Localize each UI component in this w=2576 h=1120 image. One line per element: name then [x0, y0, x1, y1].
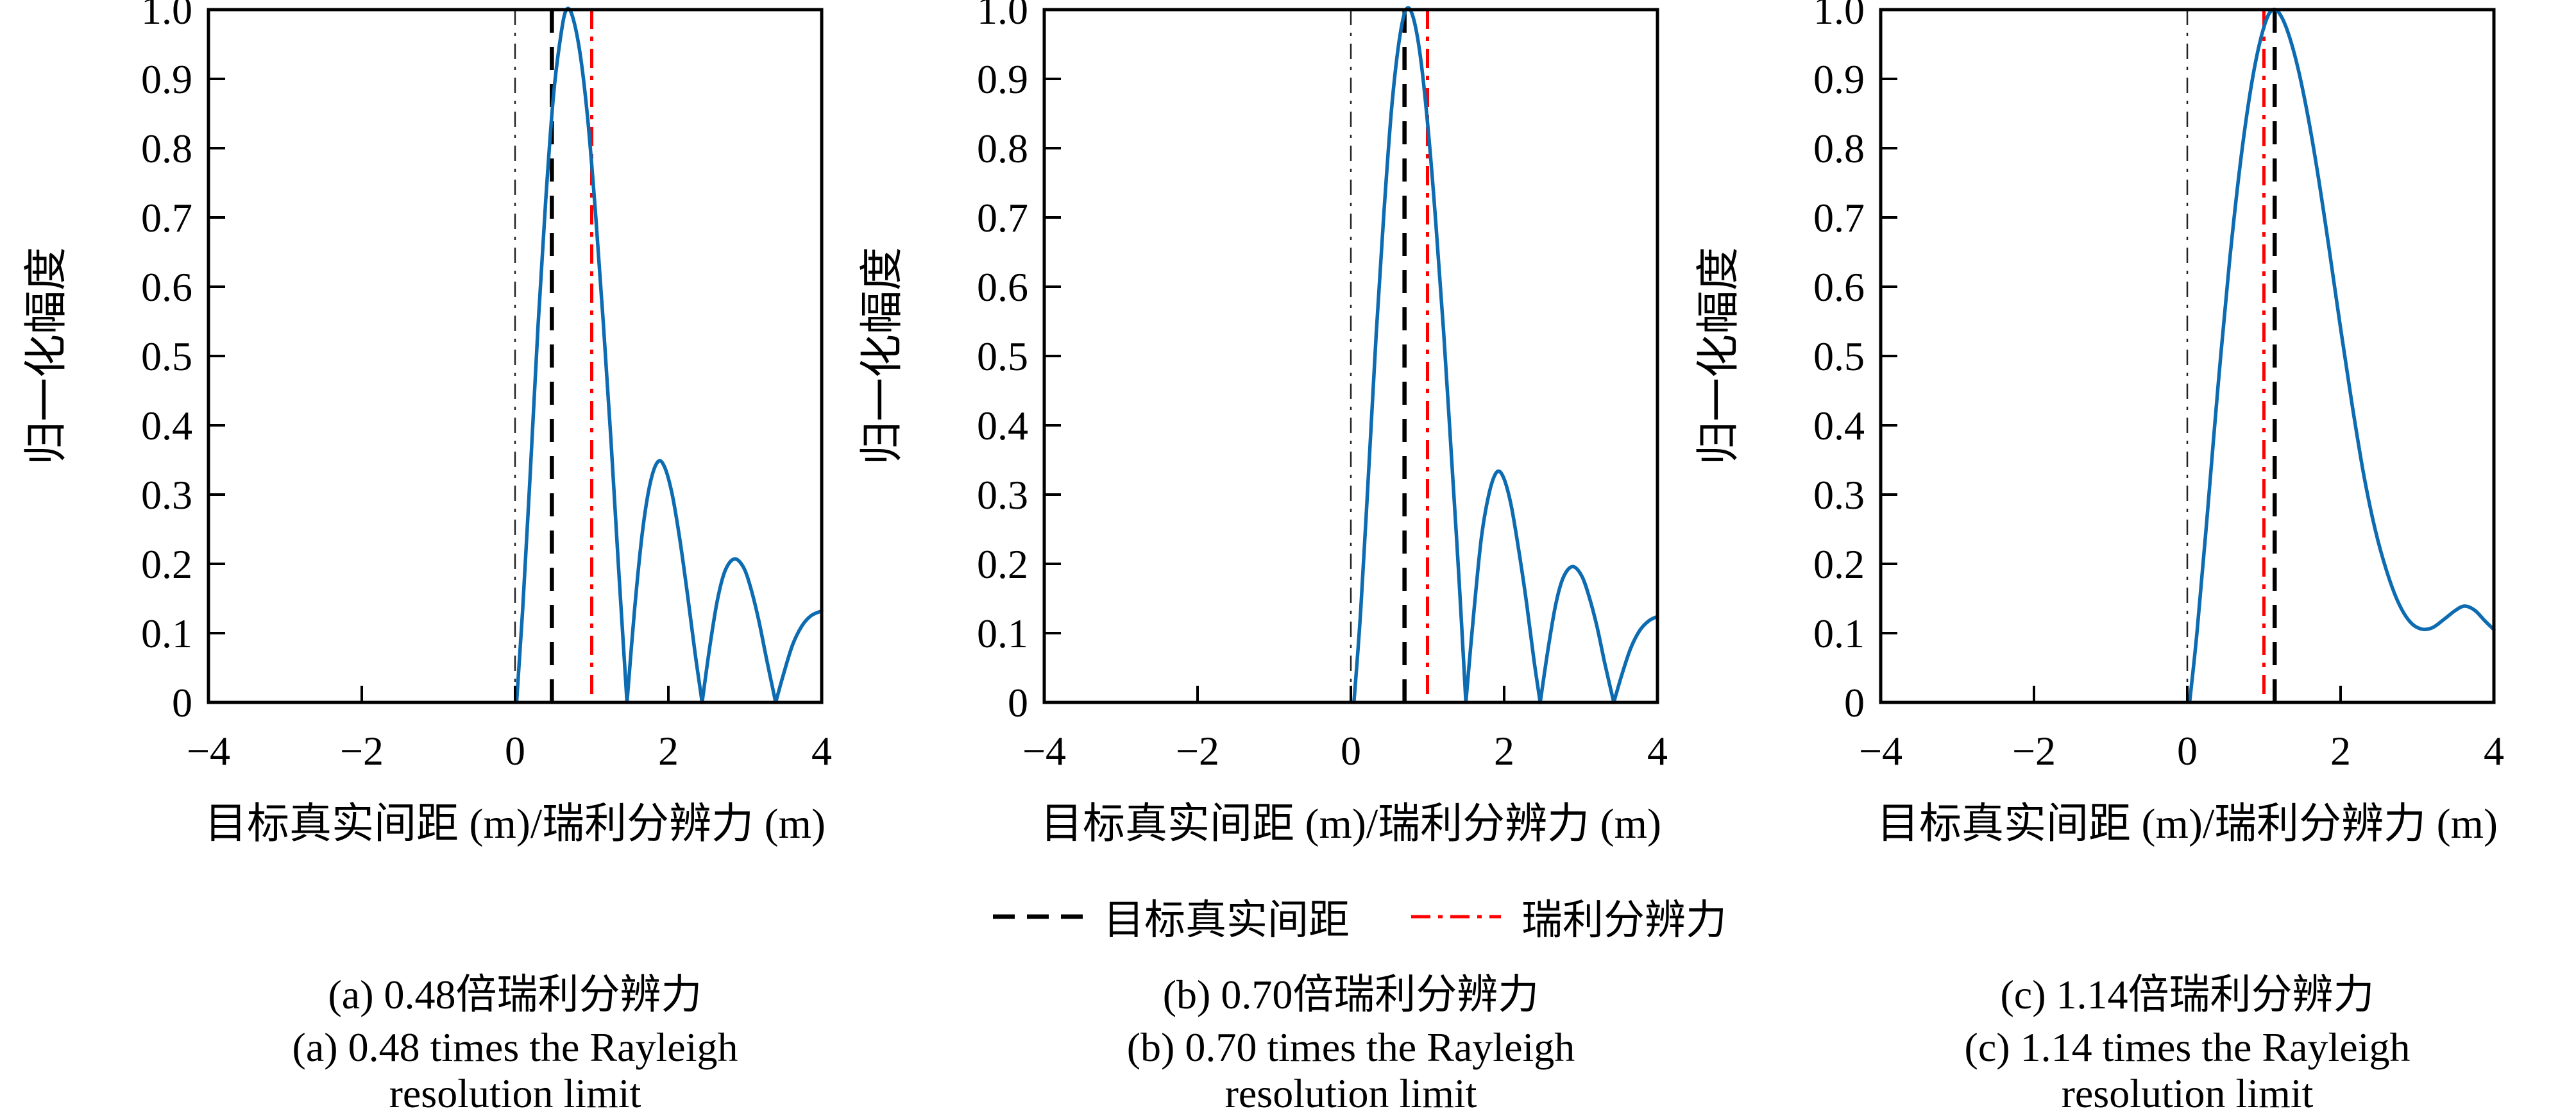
- y-tick-label: 0: [1008, 680, 1028, 725]
- y-tick-label: 1.0: [977, 0, 1028, 33]
- y-tick-label: 1.0: [141, 0, 192, 33]
- x-tick-label: 2: [2330, 728, 2351, 774]
- caption-zh: (c) 1.14倍瑞利分辨力: [2000, 972, 2374, 1017]
- y-tick-label: 0.2: [977, 541, 1028, 587]
- caption-en-line2: resolution limit: [389, 1071, 641, 1116]
- x-tick-label: 4: [1647, 728, 1668, 774]
- y-axis-label: 归一化幅度: [22, 247, 71, 465]
- x-axis-label: 目标真实间距 (m)/瑞利分辨力 (m): [1877, 801, 2498, 847]
- amplitude-curve: [700, 557, 778, 704]
- legend-item-target-spacing: 目标真实间距: [993, 887, 1350, 946]
- x-tick-label: 0: [1341, 728, 1361, 774]
- plot-c: 归一化幅度 目标真实间距 (m)/瑞利分辨力 (m) (c) 1.14倍瑞利分辨…: [1695, 0, 2504, 1116]
- x-tick-label: 2: [1494, 728, 1514, 774]
- y-tick-label: 0.4: [977, 403, 1028, 448]
- x-axis-label: 目标真实间距 (m)/瑞利分辨力 (m): [205, 801, 826, 847]
- legend-label-rayleigh-resolution: 瑞利分辨力: [1521, 897, 1727, 943]
- y-tick-label: 0.3: [1813, 472, 1865, 518]
- panel-c: 归一化幅度 目标真实间距 (m)/瑞利分辨力 (m) (c) 1.14倍瑞利分辨…: [1695, 0, 2548, 1120]
- x-tick-label: 0: [2177, 728, 2198, 774]
- y-tick-label: 0.7: [1813, 195, 1865, 241]
- y-axis-label: 归一化幅度: [858, 247, 906, 465]
- amplitude-curve: [625, 459, 704, 704]
- y-tick-label: 0.4: [141, 403, 192, 448]
- y-tick-label: 0.8: [1813, 126, 1865, 171]
- y-tick-label: 0.9: [1813, 56, 1865, 102]
- panel-b: 归一化幅度 目标真实间距 (m)/瑞利分辨力 (m) (b) 0.70倍瑞利分辨…: [858, 0, 1711, 1120]
- caption-en-line2: resolution limit: [1225, 1071, 1477, 1116]
- plot-a: 归一化幅度 目标真实间距 (m)/瑞利分辨力 (m) (a) 0.48倍瑞利分辨…: [22, 0, 832, 1116]
- y-tick-label: 0.5: [1813, 334, 1865, 379]
- x-tick-label: −4: [187, 728, 230, 774]
- y-tick-label: 0.5: [141, 334, 192, 379]
- y-tick-label: 0.1: [141, 611, 192, 656]
- caption-en-line2: resolution limit: [2062, 1071, 2314, 1116]
- y-tick-label: 0.1: [1813, 611, 1865, 656]
- caption-en-line1: (c) 1.14 times the Rayleigh: [1965, 1024, 2411, 1070]
- y-tick-label: 0.1: [977, 611, 1028, 656]
- y-tick-label: 0.4: [1813, 403, 1865, 448]
- dashdot-line-sample: [1411, 915, 1501, 919]
- caption-en-line1: (b) 0.70 times the Rayleigh: [1127, 1024, 1575, 1070]
- amplitude-curve: [514, 6, 629, 704]
- x-tick-label: 0: [505, 728, 525, 774]
- legend: 目标真实间距 瑞利分辨力: [993, 887, 1727, 946]
- x-tick-label: 2: [658, 728, 679, 774]
- y-tick-label: 0.2: [141, 541, 192, 587]
- x-tick-label: −2: [2012, 728, 2056, 774]
- x-tick-label: −4: [1022, 728, 1066, 774]
- legend-label-target-spacing: 目标真实间距: [1103, 897, 1350, 943]
- y-tick-label: 0.3: [977, 472, 1028, 518]
- x-tick-label: −4: [1859, 728, 1902, 774]
- y-tick-label: 0.6: [141, 264, 192, 310]
- plot-b: 归一化幅度 目标真实间距 (m)/瑞利分辨力 (m) (b) 0.70倍瑞利分辨…: [858, 0, 1668, 1116]
- x-tick-label: 4: [811, 728, 832, 774]
- caption-en-line1: (a) 0.48 times the Rayleigh: [292, 1024, 738, 1070]
- panel-a: 归一化幅度 目标真实间距 (m)/瑞利分辨力 (m) (a) 0.48倍瑞利分辨…: [22, 0, 876, 1120]
- legend-item-rayleigh-resolution: 瑞利分辨力: [1411, 887, 1727, 946]
- amplitude-curve: [1352, 6, 1468, 704]
- y-tick-label: 0: [172, 680, 192, 725]
- x-axis-label: 目标真实间距 (m)/瑞利分辨力 (m): [1040, 801, 1661, 847]
- y-tick-label: 0.3: [141, 472, 192, 518]
- amplitude-curve: [1464, 469, 1542, 704]
- amplitude-curve: [774, 609, 824, 704]
- x-tick-label: −2: [1176, 728, 1219, 774]
- amplitude-curve: [1612, 615, 1659, 704]
- y-axis-label: 归一化幅度: [1695, 247, 1743, 465]
- caption-zh: (a) 0.48倍瑞利分辨力: [328, 972, 702, 1017]
- y-tick-label: 0.6: [977, 264, 1028, 310]
- dashed-line-sample: [993, 914, 1083, 919]
- caption-zh: (b) 0.70倍瑞利分辨力: [1163, 972, 1539, 1017]
- y-tick-label: 0.2: [1813, 541, 1865, 587]
- y-tick-label: 1.0: [1813, 0, 1865, 33]
- y-tick-label: 0.6: [1813, 264, 1865, 310]
- amplitude-curve: [1538, 564, 1616, 704]
- y-tick-label: 0: [1844, 680, 1865, 725]
- y-tick-label: 0.5: [977, 334, 1028, 379]
- y-tick-label: 0.8: [977, 126, 1028, 171]
- amplitude-curve: [2187, 7, 2496, 704]
- y-tick-label: 0.7: [141, 195, 192, 241]
- y-tick-label: 0.9: [977, 56, 1028, 102]
- y-tick-label: 0.7: [977, 195, 1028, 241]
- y-tick-label: 0.8: [141, 126, 192, 171]
- y-tick-label: 0.9: [141, 56, 192, 102]
- x-tick-label: 4: [2484, 728, 2504, 774]
- x-tick-label: −2: [340, 728, 384, 774]
